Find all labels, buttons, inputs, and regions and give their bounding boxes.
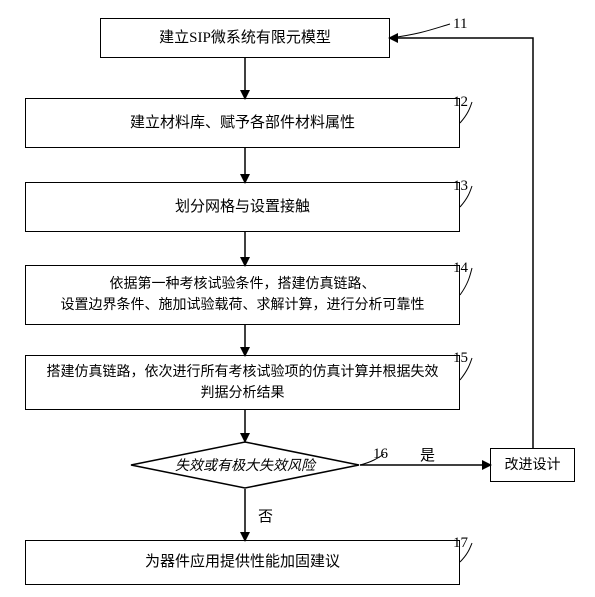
step-label: 搭建仿真链路，依次进行所有考核试验项的仿真计算并根据失效 判据分析结果 bbox=[47, 362, 439, 404]
step-label: 依据第一种考核试验条件，搭建仿真链路、 设置边界条件、施加试验载荷、求解计算，进… bbox=[61, 274, 425, 316]
step-first-simulation: 依据第一种考核试验条件，搭建仿真链路、 设置边界条件、施加试验载荷、求解计算，进… bbox=[25, 265, 460, 325]
callout-12: 12 bbox=[453, 94, 468, 111]
decision-label: 失效或有极大失效风险 bbox=[175, 455, 315, 475]
callout-11: 11 bbox=[453, 16, 467, 33]
step-label: 建立SIP微系统有限元模型 bbox=[159, 27, 331, 50]
callout-13: 13 bbox=[453, 178, 468, 195]
step-label: 为器件应用提供性能加固建议 bbox=[145, 551, 340, 574]
step-all-simulations: 搭建仿真链路，依次进行所有考核试验项的仿真计算并根据失效 判据分析结果 bbox=[25, 355, 460, 410]
step-build-model: 建立SIP微系统有限元模型 bbox=[100, 18, 390, 58]
callout-16: 16 bbox=[373, 446, 388, 463]
callout-15: 15 bbox=[453, 350, 468, 367]
branch-yes-label: 是 bbox=[420, 444, 435, 465]
step-material-library: 建立材料库、赋予各部件材料属性 bbox=[25, 98, 460, 148]
step-mesh-contact: 划分网格与设置接触 bbox=[25, 182, 460, 232]
step-label: 建立材料库、赋予各部件材料属性 bbox=[130, 112, 355, 135]
step-recommendation: 为器件应用提供性能加固建议 bbox=[25, 540, 460, 585]
callout-17: 17 bbox=[453, 535, 468, 552]
branch-no-label: 否 bbox=[258, 505, 273, 526]
step-label: 划分网格与设置接触 bbox=[175, 196, 310, 219]
flowchart-canvas: 建立SIP微系统有限元模型 建立材料库、赋予各部件材料属性 划分网格与设置接触 … bbox=[0, 0, 595, 597]
decision-failure-risk: 失效或有极大失效风险 bbox=[130, 441, 360, 489]
step-improve-design: 改进设计 bbox=[490, 448, 575, 482]
callout-14: 14 bbox=[453, 260, 468, 277]
step-label: 改进设计 bbox=[505, 455, 561, 476]
